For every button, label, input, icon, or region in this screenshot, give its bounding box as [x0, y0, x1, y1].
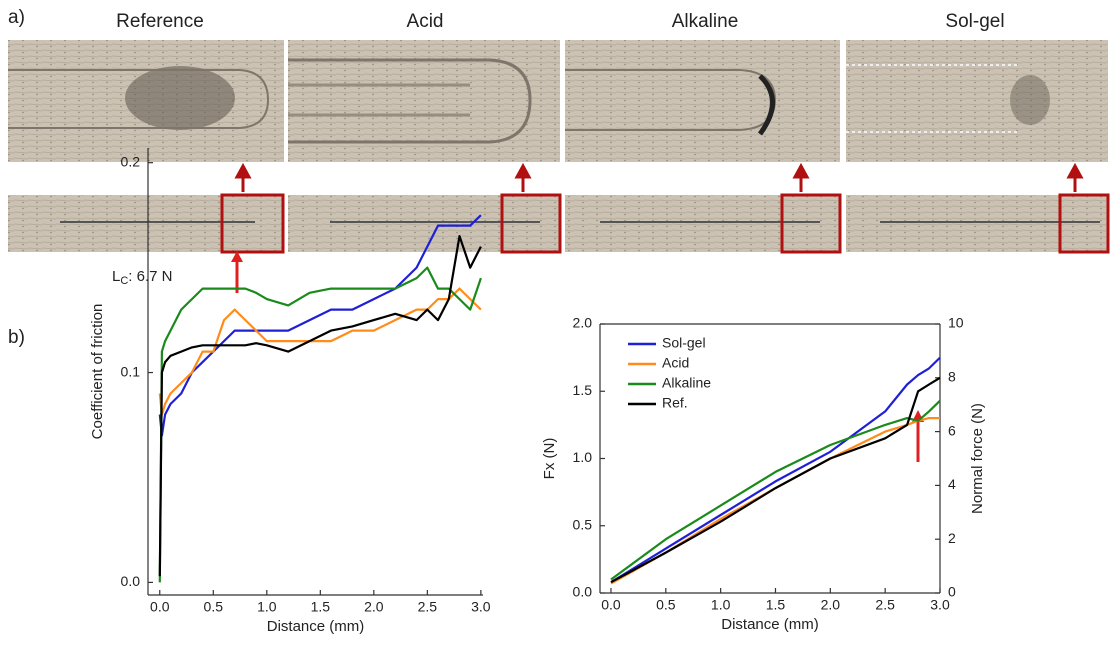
- x-tick-label: 0.0: [601, 597, 621, 613]
- track: [8, 69, 270, 129]
- x-axis-title: Distance (mm): [721, 616, 819, 633]
- y-tick-label: 1.0: [573, 449, 593, 465]
- y-axis-title: Fx (N): [541, 438, 558, 480]
- scratch-strip: [846, 195, 1108, 252]
- x-tick-label: 3.0: [930, 597, 950, 613]
- y2-tick-label: 6: [948, 422, 956, 438]
- arrows: [234, 162, 1084, 192]
- image-title: Reference: [116, 11, 204, 32]
- y2-tick-label: 2: [948, 530, 956, 546]
- image-title: Alkaline: [672, 11, 739, 32]
- legend-label: Alkaline: [662, 375, 711, 391]
- y2-tick-label: 8: [948, 369, 956, 385]
- x-tick-label: 2.5: [875, 597, 895, 613]
- x-tick-label: 2.5: [418, 599, 438, 615]
- track: [846, 64, 1020, 133]
- scratch-strip: [565, 195, 840, 252]
- y-tick-label: 0.2: [121, 153, 141, 169]
- damage: [125, 66, 235, 130]
- x-tick-label: 2.0: [364, 599, 384, 615]
- series-line: [610, 376, 941, 584]
- damage: [1010, 75, 1050, 125]
- micrographs: [8, 40, 1110, 293]
- x-tick-label: 1.5: [311, 599, 331, 615]
- y-tick-label: 0.0: [121, 573, 141, 589]
- x-tick-label: 0.0: [150, 599, 170, 615]
- legend-label: Ref.: [662, 395, 688, 411]
- x-tick-label: 2.0: [821, 597, 841, 613]
- track: [288, 58, 532, 144]
- critical-load-value: : 6.7 N: [128, 268, 172, 285]
- micrograph: [846, 40, 1108, 162]
- series-line: [610, 417, 940, 585]
- x-tick-label: 1.0: [257, 599, 277, 615]
- series-line: [158, 214, 482, 437]
- x-tick-label: 0.5: [204, 599, 224, 615]
- y-tick-label: 2.0: [573, 315, 593, 331]
- y-tick-label: 1.5: [573, 382, 593, 398]
- y-axis-title: Coefficient of friction: [89, 304, 106, 440]
- x-tick-label: 0.5: [656, 597, 676, 613]
- y2-tick-label: 4: [948, 476, 956, 492]
- series-line: [158, 266, 482, 583]
- y2-tick-label: 0: [948, 584, 956, 600]
- y-tick-label: 0.1: [121, 363, 141, 379]
- scratch-strip: [8, 195, 284, 252]
- micrograph: [288, 40, 560, 162]
- micrograph: [565, 40, 840, 162]
- scratch-strip: [288, 195, 560, 252]
- panel-label: b): [8, 327, 25, 348]
- image-title: Acid: [407, 11, 444, 32]
- x-tick-label: 3.0: [471, 599, 491, 615]
- track: [288, 83, 470, 117]
- edge: [757, 74, 775, 136]
- x-tick-label: 1.5: [766, 597, 786, 613]
- critical-load-sub: C: [120, 275, 128, 287]
- zoom-boxes: [220, 193, 1110, 254]
- series-line: [158, 287, 482, 416]
- series-line: [610, 356, 941, 584]
- x-tick-label: 1.0: [711, 597, 731, 613]
- legend-label: Acid: [662, 355, 689, 371]
- panel-label: a): [8, 7, 25, 28]
- critical-load: LC: 6.7 N: [112, 268, 172, 287]
- legend-label: Sol-gel: [662, 335, 706, 351]
- y-tick-label: 0.0: [573, 584, 593, 600]
- y2-tick-label: 10: [948, 315, 964, 331]
- critical-load-arrow: [231, 251, 243, 262]
- y2-axis-title: Normal force (N): [969, 403, 986, 514]
- image-title: Sol-gel: [945, 11, 1004, 32]
- critical-load-symbol: L: [112, 268, 120, 285]
- series-line: [158, 235, 482, 577]
- x-axis-title: Distance (mm): [267, 618, 365, 635]
- y-tick-label: 0.5: [573, 516, 593, 532]
- series-line: [610, 399, 941, 581]
